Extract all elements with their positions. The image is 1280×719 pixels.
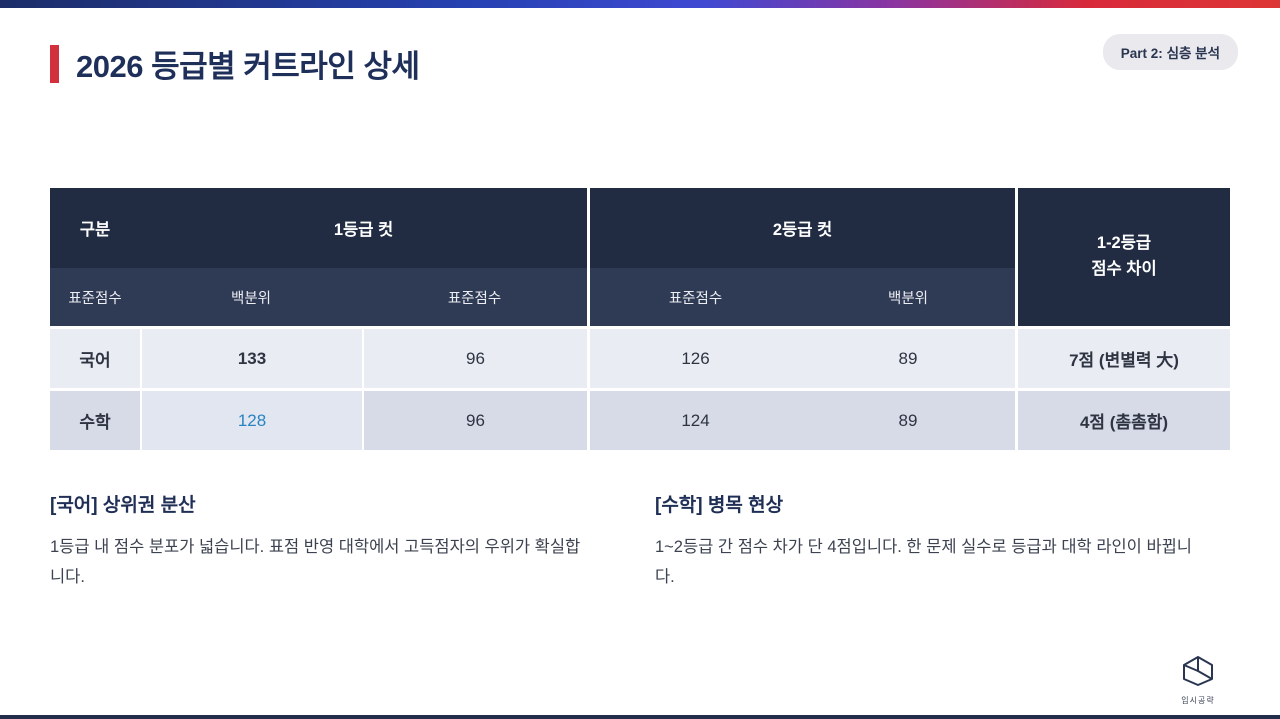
subheader-percentile-1: 백분위	[140, 268, 362, 326]
math-grade2-pct: 89	[801, 388, 1015, 450]
math-grade2-std: 124	[587, 388, 801, 450]
korean-grade2-pct: 89	[801, 326, 1015, 388]
math-grade1-std: 128	[140, 388, 362, 450]
part-badge-label: 심층 분석	[1166, 46, 1220, 61]
table-row-math: 수학 128 96 124 89 4점 (촘촘함)	[50, 388, 1230, 450]
header-grade2-cut: 2등급 컷	[587, 188, 1015, 268]
header-diff-line1: 1-2등급	[1096, 234, 1152, 253]
header-gubun: 구분	[50, 188, 140, 268]
cutline-table: 구분 1등급 컷 2등급 컷 1-2등급 점수 차이 표준점수 백분위 표준점수…	[50, 188, 1230, 450]
logo-icon	[1183, 656, 1213, 686]
subheader-std-gubun: 표준점수	[50, 268, 140, 326]
table-header-row-2: 표준점수 백분위 표준점수 표준점수 백분위	[50, 268, 1230, 326]
header-diff: 1-2등급 점수 차이	[1015, 188, 1230, 326]
table-row-korean: 국어 133 96 126 89 7점 (변별력 大)	[50, 326, 1230, 388]
cutline-table-grid: 구분 1등급 컷 2등급 컷 1-2등급 점수 차이 표준점수 백분위 표준점수…	[50, 188, 1230, 450]
korean-grade1-std: 133	[140, 326, 362, 388]
analysis-notes: [국어] 상위권 분산 1등급 내 점수 분포가 넓습니다. 표점 반영 대학에…	[50, 490, 1230, 592]
logo-text: 입시공략	[1181, 696, 1215, 705]
note-korean-body: 1등급 내 점수 분포가 넓습니다. 표점 반영 대학에서 고득점자의 우위가 …	[50, 538, 581, 586]
title-accent-bar	[50, 44, 59, 83]
subheader-std-2: 표준점수	[587, 268, 801, 326]
math-grade1-pct: 96	[362, 388, 587, 450]
note-math-heading: [수학] 병목 현상	[655, 495, 784, 516]
top-gradient-bar	[0, 0, 1280, 8]
part-badge: Part 2: 심층 분석	[1102, 34, 1238, 70]
korean-grade2-std: 126	[587, 326, 801, 388]
header: 2026 등급별 커트라인 상세	[50, 41, 420, 86]
subheader-percentile-2: 백분위	[801, 268, 1015, 326]
header-diff-line2: 점수 차이	[1091, 260, 1157, 278]
table-header-row-1: 구분 1등급 컷 2등급 컷 1-2등급 점수 차이	[50, 188, 1230, 326]
page-title: 2026 등급별 커트라인 상세	[76, 49, 420, 84]
subject-math: 수학	[50, 388, 140, 450]
subject-korean: 국어	[50, 326, 140, 388]
note-math-body: 1~2등급 간 점수 차가 단 4점입니다. 한 문제 실수로 등급과 대학 라…	[655, 538, 1192, 586]
subheader-std-1: 표준점수	[362, 268, 587, 326]
math-diff: 4점 (촘촘함)	[1015, 388, 1230, 450]
bottom-bar	[0, 715, 1280, 719]
note-korean-heading: [국어] 상위권 분산	[50, 495, 196, 516]
note-korean: [국어] 상위권 분산 1등급 내 점수 분포가 넓습니다. 표점 반영 대학에…	[50, 490, 655, 592]
brand-logo: 입시공략	[1166, 654, 1230, 706]
note-math: [수학] 병목 현상 1~2등급 간 점수 차가 단 4점입니다. 한 문제 실…	[655, 490, 1230, 592]
korean-diff: 7점 (변별력 大)	[1015, 326, 1230, 388]
part-badge-number: Part 2:	[1120, 46, 1163, 61]
header-grade1-cut: 1등급 컷	[140, 188, 587, 268]
korean-grade1-pct: 96	[362, 326, 587, 388]
